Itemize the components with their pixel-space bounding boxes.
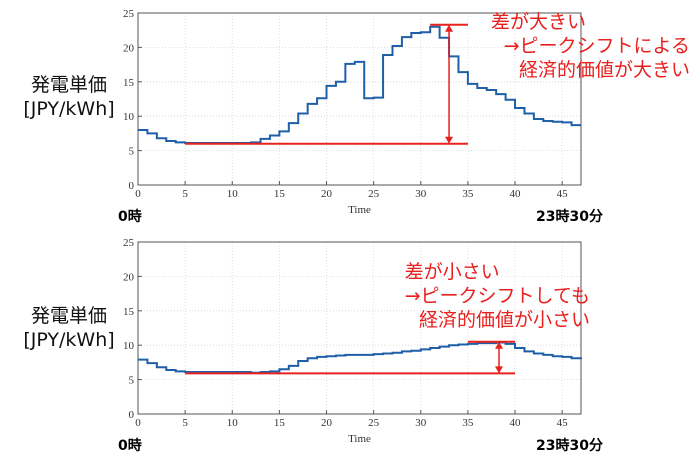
difference-arrow-head-up (494, 341, 503, 349)
y-tick-label: 15 (123, 306, 135, 318)
difference-arrow-head-down (445, 136, 454, 144)
x-tick-label: 25 (368, 188, 380, 200)
y-axis-label-line2: [JPY/kWh] (23, 98, 115, 120)
y-tick-label: 20 (123, 271, 135, 283)
y-tick-label: 10 (123, 111, 135, 123)
x-start-label: 0時 (118, 438, 142, 454)
y-tick-label: 0 (129, 180, 135, 192)
x-end-label: 23時30分 (536, 438, 603, 454)
price-step-line (138, 341, 582, 374)
y-axis-label-line2: [JPY/kWh] (23, 329, 115, 351)
x-tick-label: 30 (415, 417, 427, 429)
y-axis-label: 発電単価 [JPY/kWh] (10, 73, 128, 121)
x-start-label: 0時 (118, 209, 142, 225)
x-tick-label: 10 (227, 417, 239, 429)
x-tick-label: 25 (368, 417, 380, 429)
price-chart-plot: 0 5 10 15 20 25 30 35 40 45 0 5 10 15 20 25 Time (123, 237, 582, 445)
annotation-text: 差が大きい →ピークシフトによる 経済的価値が大きい (491, 10, 690, 82)
y-tick-label: 0 (129, 409, 135, 421)
x-tick-label: 30 (415, 188, 427, 200)
y-axis-label-line1: 発電単価 (30, 74, 107, 96)
plot-frame (137, 241, 582, 415)
difference-arrow-head-up (445, 24, 454, 32)
y-tick-label: 10 (123, 340, 135, 352)
x-tick-label: 15 (274, 417, 286, 429)
x-tick-label: 0 (135, 417, 141, 429)
y-tick-label: 5 (129, 146, 135, 158)
x-tick-label: 20 (321, 188, 333, 200)
x-tick-label: 10 (227, 188, 239, 200)
x-tick-label: 35 (462, 417, 474, 429)
x-tick-label: 35 (462, 188, 474, 200)
chart-panel-bottom: 発電単価 [JPY/kWh] 0 5 10 15 20 25 30 35 40 45 0 5 10 15 2… (0, 229, 700, 458)
annotation-line: 経済的価値が小さい (418, 309, 590, 331)
y-axis-label-line1: 発電単価 (30, 305, 107, 327)
x-tick-label: 20 (321, 417, 333, 429)
x-axis-title: Time (348, 204, 371, 216)
x-tick-label: 40 (510, 417, 522, 429)
price-chart-plot: 0 5 10 15 20 25 30 35 40 45 0 5 10 15 20 25 Time (123, 8, 582, 216)
y-tick-label: 25 (123, 8, 135, 20)
plot-frame (137, 12, 582, 186)
x-tick-label: 40 (510, 188, 522, 200)
y-tick-label: 20 (123, 42, 135, 54)
y-tick-label: 5 (129, 375, 135, 387)
annotation-line: 差が小さい (404, 261, 500, 283)
x-end-label: 23時30分 (536, 209, 603, 225)
x-axis-title: Time (348, 433, 371, 445)
x-tick-label: 5 (182, 188, 188, 200)
annotation-line: →ピークシフトしても (404, 285, 590, 307)
x-tick-label: 15 (274, 188, 286, 200)
y-axis-label: 発電単価 [JPY/kWh] (10, 304, 128, 352)
annotation-text: 差が小さい →ピークシフトしても 経済的価値が小さい (405, 260, 590, 332)
x-tick-label: 45 (557, 417, 569, 429)
annotation-line: 差が大きい (490, 11, 586, 33)
y-tick-label: 15 (123, 77, 135, 89)
x-tick-label: 0 (135, 188, 141, 200)
x-tick-label: 45 (557, 188, 569, 200)
annotation-line: →ピークシフトによる (503, 35, 690, 57)
y-tick-label: 25 (123, 237, 135, 249)
annotation-line: 経済的価値が大きい (518, 59, 690, 81)
x-tick-label: 5 (182, 417, 188, 429)
difference-arrow-head-down (494, 366, 503, 374)
chart-panel-top: 発電単価 [JPY/kWh] 0 5 10 15 20 25 30 35 40 45 0 5 10 15 2… (10, 8, 690, 225)
